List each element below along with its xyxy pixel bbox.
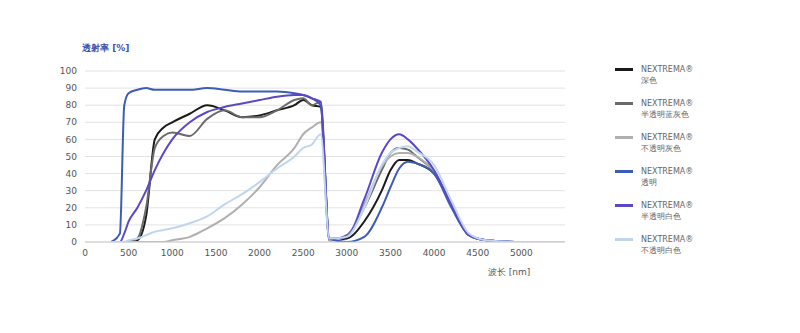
svg-text:5000: 5000 (510, 248, 533, 258)
svg-text:70: 70 (66, 117, 78, 127)
svg-text:3000: 3000 (335, 248, 358, 258)
html-text:NEXTREMA®: NEXTREMA® (641, 167, 694, 176)
html-text:NEXTREMA®: NEXTREMA® (641, 235, 694, 244)
html-text:透明: 透明 (641, 178, 657, 187)
svg-text:4000: 4000 (423, 248, 446, 258)
svg-text:60: 60 (66, 135, 78, 145)
svg-text:100: 100 (60, 66, 77, 76)
svg-text:4500: 4500 (466, 248, 489, 258)
svg-text:0: 0 (82, 248, 88, 258)
html-text:NEXTREMA®: NEXTREMA® (641, 99, 694, 108)
svg-text:50: 50 (66, 152, 78, 162)
svg-text:3500: 3500 (379, 248, 402, 258)
html-text:半透明蓝灰色: 半透明蓝灰色 (641, 110, 689, 119)
html-text:NEXTREMA®: NEXTREMA® (641, 65, 694, 74)
svg-text:90: 90 (66, 83, 78, 93)
svg-text:1000: 1000 (161, 248, 184, 258)
svg-text:30: 30 (66, 186, 78, 196)
svg-text:80: 80 (66, 100, 78, 110)
html-text:波长 [nm]: 波长 [nm] (488, 267, 531, 277)
svg-text:40: 40 (66, 169, 78, 179)
svg-text:2000: 2000 (248, 248, 271, 258)
svg-text:0: 0 (71, 237, 77, 247)
svg-text:2500: 2500 (292, 248, 315, 258)
svg-text:500: 500 (120, 248, 137, 258)
html-text:半透明白色: 半透明白色 (641, 212, 681, 221)
html-text:深色: 深色 (641, 76, 657, 85)
html-text:NEXTREMA®: NEXTREMA® (641, 201, 694, 210)
svg-text:1500: 1500 (204, 248, 227, 258)
html-text:透射率 [%]: 透射率 [%] (82, 43, 130, 53)
html-text:不透明白色: 不透明白色 (641, 246, 681, 255)
svg-text:10: 10 (66, 220, 78, 230)
html-text:不透明灰色: 不透明灰色 (641, 144, 681, 153)
svg-text:20: 20 (66, 203, 78, 213)
html-text:NEXTREMA®: NEXTREMA® (641, 133, 694, 142)
